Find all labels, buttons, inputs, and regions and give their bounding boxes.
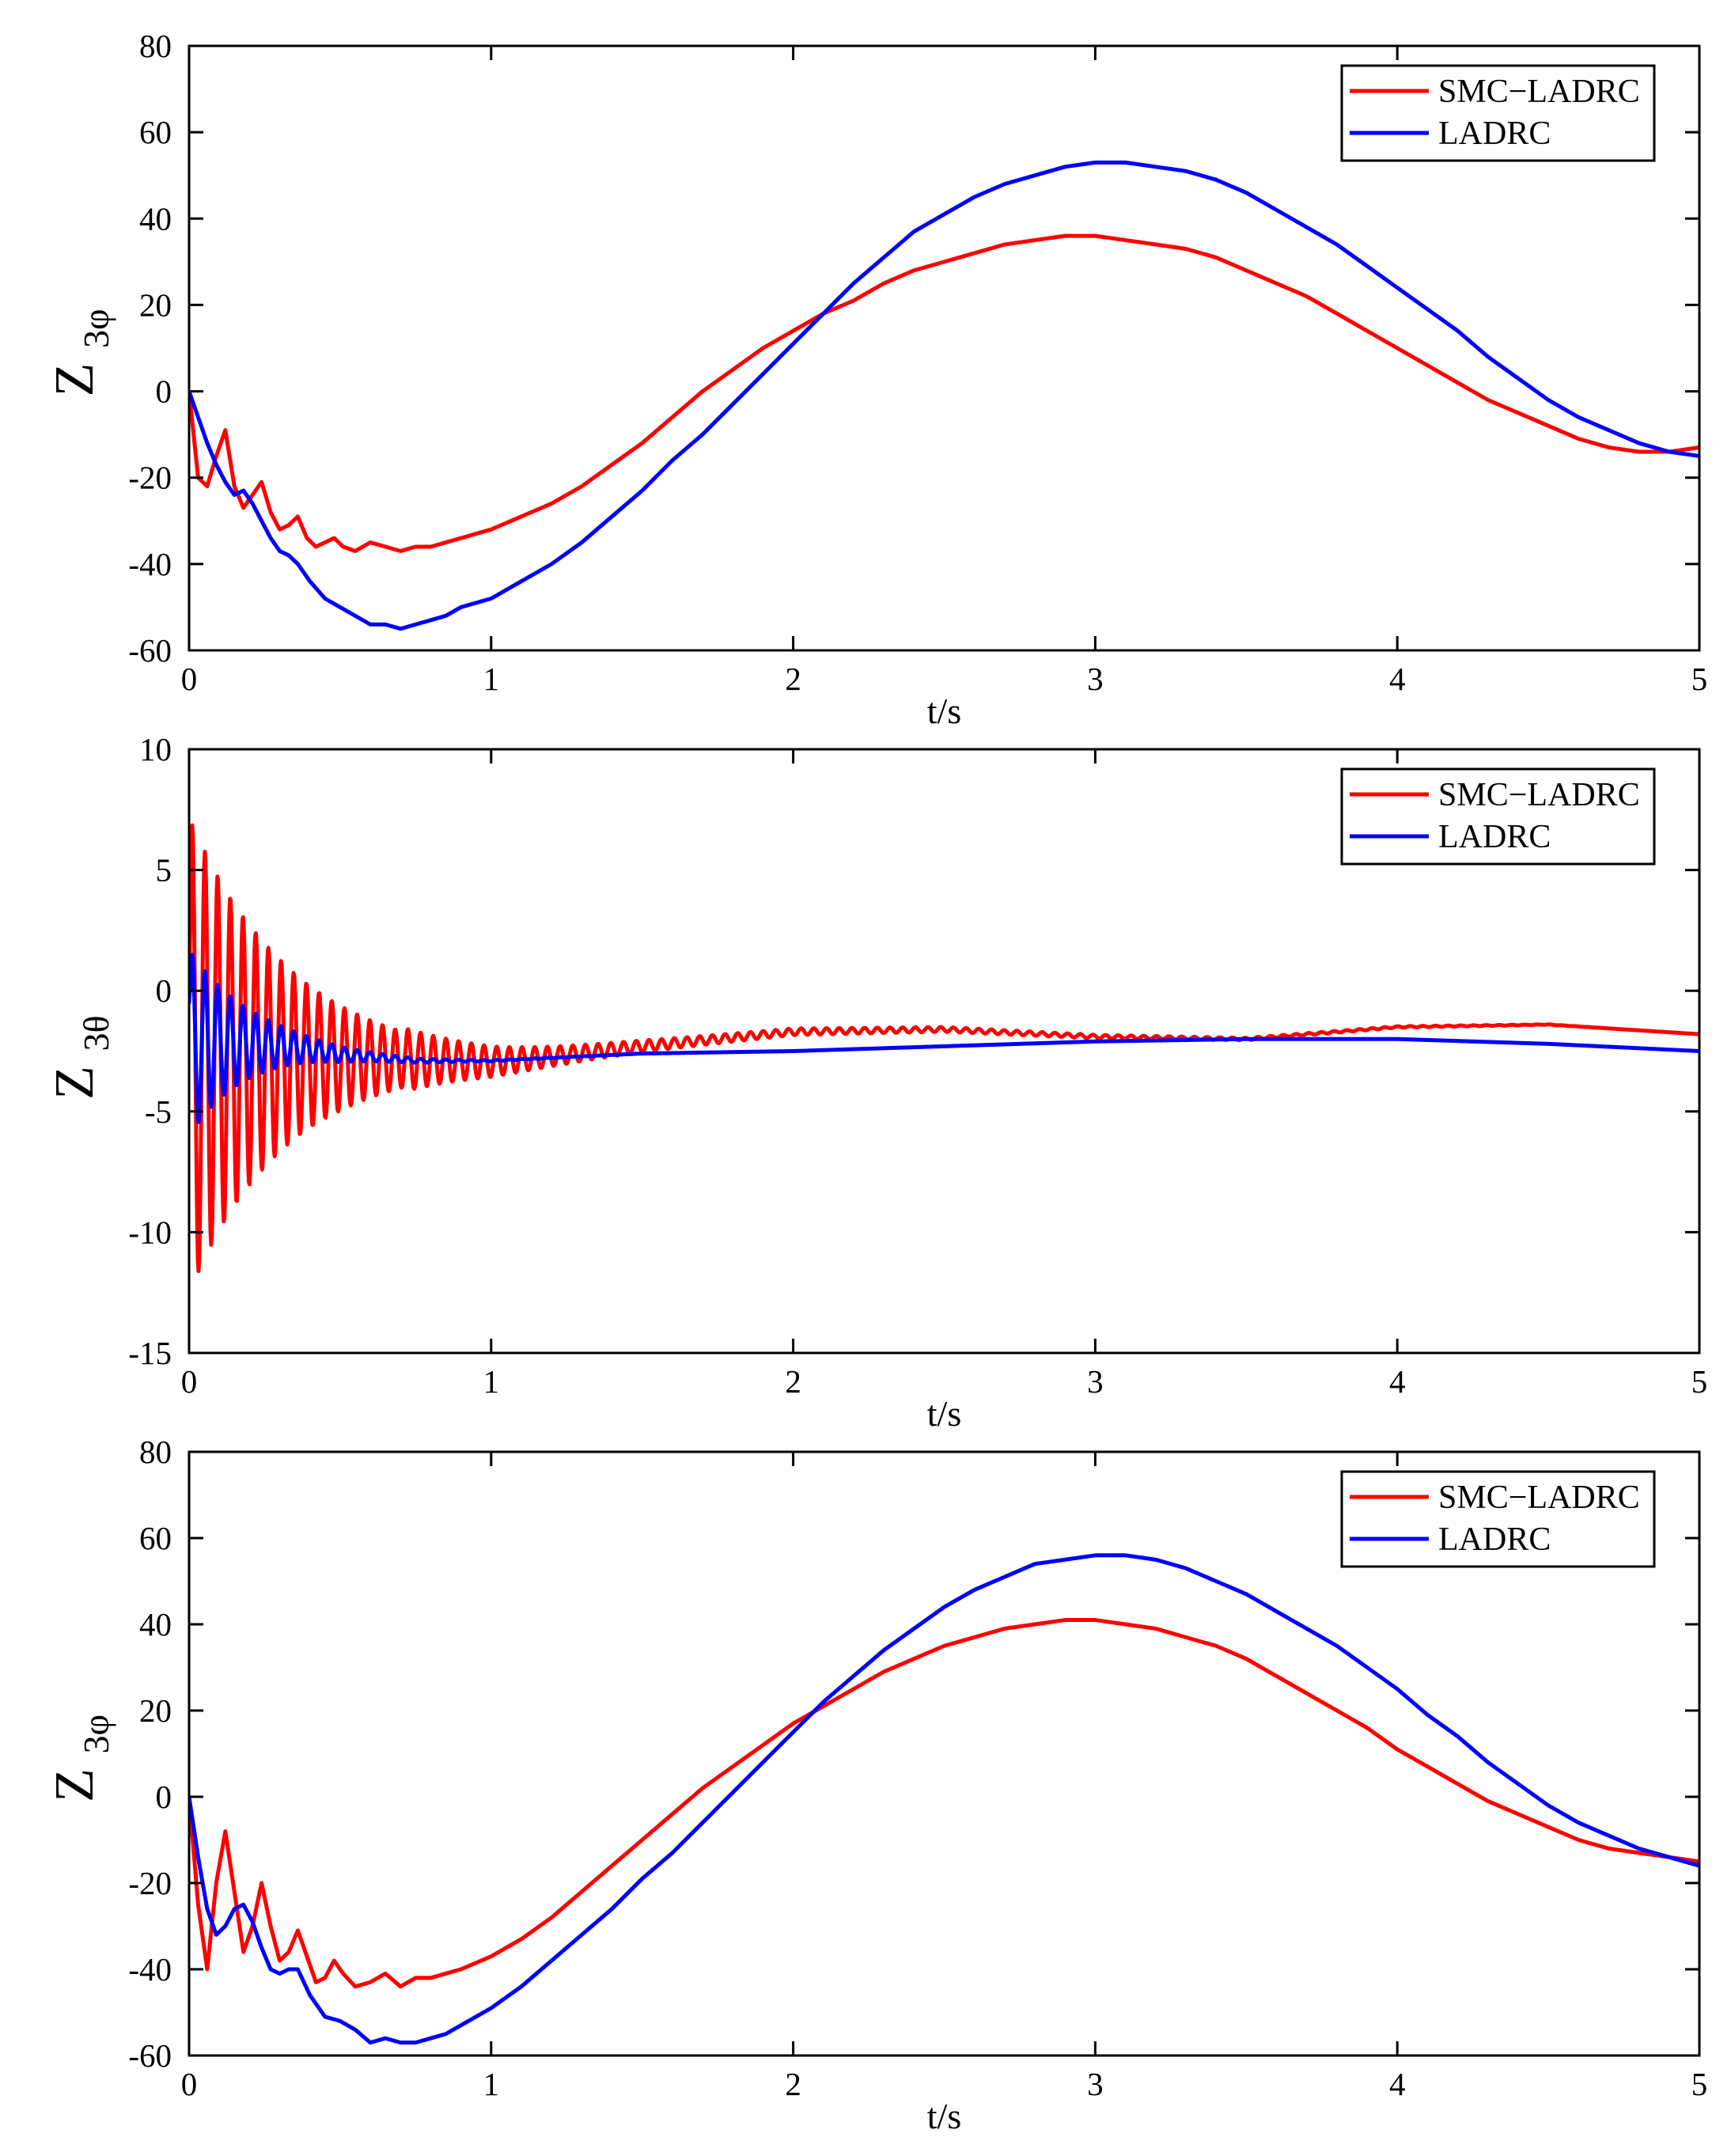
- y-axis-label-subscript: 3φ: [76, 309, 116, 348]
- series-line-ladrc: [189, 953, 1699, 1124]
- legend-label-ladrc: LADRC: [1438, 819, 1551, 855]
- axes-box: [187, 1450, 1701, 2057]
- chart-panel-3: 0 1 2 3 4 5 80 60 40 20 0 -20 -40 -60 t/s Z 3φ SMC−LADRC L…: [44, 1434, 1707, 2136]
- legend-label-ladrc: LADRC: [1438, 1521, 1551, 1558]
- y-axis-label-subscript: 3θ: [76, 1015, 116, 1051]
- y-tick-label: -15: [128, 1335, 172, 1371]
- y-tick-label: -20: [128, 1865, 172, 1901]
- y-axis-label-main: Z: [44, 1768, 105, 1802]
- legend-label-smc-ladrc: SMC−LADRC: [1438, 74, 1640, 110]
- y-tick-label: 20: [139, 286, 172, 323]
- y-tick-label: 0: [156, 972, 172, 1009]
- y-tick-label: 40: [139, 200, 172, 237]
- legend-label-ladrc: LADRC: [1438, 116, 1551, 152]
- x-axis-label: t/s: [927, 1393, 961, 1434]
- y-axis-label: Z 3θ: [44, 1015, 116, 1099]
- legend-box: [1340, 1470, 1656, 1568]
- y-axis-label-main: Z: [44, 363, 105, 397]
- y-tick-label: 40: [139, 1606, 172, 1643]
- y-tick-label: -10: [128, 1214, 172, 1250]
- y-tick-label: 60: [139, 1520, 172, 1556]
- y-tick-label: 80: [139, 1434, 172, 1470]
- y-tick-label: 0: [156, 373, 172, 410]
- y-tick-label: 0: [156, 1779, 172, 1815]
- x-axis-label: t/s: [927, 691, 961, 731]
- series-line-smc-ladrc: [189, 823, 1699, 1274]
- x-tick-label: 5: [1691, 1363, 1708, 1400]
- y-tick-label: 20: [139, 1692, 172, 1729]
- y-axis-label-main: Z: [44, 1066, 105, 1100]
- y-tick-label: -40: [128, 1951, 172, 1987]
- y-tick-label: 10: [139, 731, 172, 767]
- y-tick-label: -20: [128, 460, 172, 496]
- y-tick-label: 5: [156, 852, 172, 889]
- y-axis-label: Z 3φ: [44, 309, 116, 396]
- x-tick-label: 1: [483, 1363, 500, 1400]
- legend-label-smc-ladrc: SMC−LADRC: [1438, 1480, 1640, 1516]
- series-line-ladrc: [189, 1553, 1699, 2045]
- legend-box: [1340, 767, 1656, 866]
- y-tick-label: 60: [139, 114, 172, 150]
- x-tick-label: 0: [181, 1363, 198, 1400]
- y-tick-label: -5: [145, 1093, 172, 1130]
- series-line-smc-ladrc: [189, 1618, 1699, 1989]
- series-line-smc-ladrc: [189, 233, 1699, 553]
- x-tick-label: 4: [1389, 2066, 1406, 2102]
- x-tick-label: 1: [483, 2066, 500, 2102]
- axes-box: [187, 44, 1701, 652]
- y-tick-label: -60: [128, 632, 172, 669]
- x-tick-label: 2: [785, 661, 801, 697]
- x-tick-label: 2: [785, 1363, 801, 1400]
- x-tick-label: 3: [1087, 661, 1104, 697]
- axes-box: [187, 748, 1701, 1355]
- legend: SMC−LADRC LADRC: [1340, 767, 1656, 866]
- y-axis-label: Z 3φ: [44, 1715, 116, 1802]
- x-axis-label: t/s: [927, 2096, 961, 2136]
- x-tick-label: 2: [785, 2066, 801, 2102]
- y-tick-label: 80: [139, 28, 172, 64]
- series-line-ladrc: [189, 160, 1699, 631]
- x-tick-label: 4: [1389, 1363, 1406, 1400]
- y-tick-label: -60: [128, 2037, 172, 2074]
- legend-label-smc-ladrc: SMC−LADRC: [1438, 777, 1640, 813]
- chart-panel-1: 0 1 2 3 4 5 80 60 40 20 0 -20 -40 -60 t/s Z 3φ SMC−LADRC L…: [44, 28, 1707, 731]
- x-tick-label: 1: [483, 661, 500, 697]
- x-tick-label: 5: [1691, 2066, 1708, 2102]
- chart-panel-2: 0 1 2 3 4 5 10 5 0 -5 -10 -15 t/s Z 3θ SMC−LADRC LADRC: [44, 731, 1707, 1434]
- x-tick-label: 0: [181, 2066, 198, 2102]
- x-tick-label: 3: [1087, 1363, 1104, 1400]
- y-axis-label-subscript: 3φ: [76, 1715, 116, 1754]
- legend: SMC−LADRC LADRC: [1340, 1470, 1656, 1568]
- x-tick-label: 3: [1087, 2066, 1104, 2102]
- x-tick-label: 4: [1389, 661, 1406, 697]
- legend-box: [1340, 64, 1656, 162]
- y-tick-label: -40: [128, 546, 172, 582]
- legend: SMC−LADRC LADRC: [1340, 64, 1656, 162]
- x-tick-label: 0: [181, 661, 198, 697]
- x-tick-label: 5: [1691, 661, 1708, 697]
